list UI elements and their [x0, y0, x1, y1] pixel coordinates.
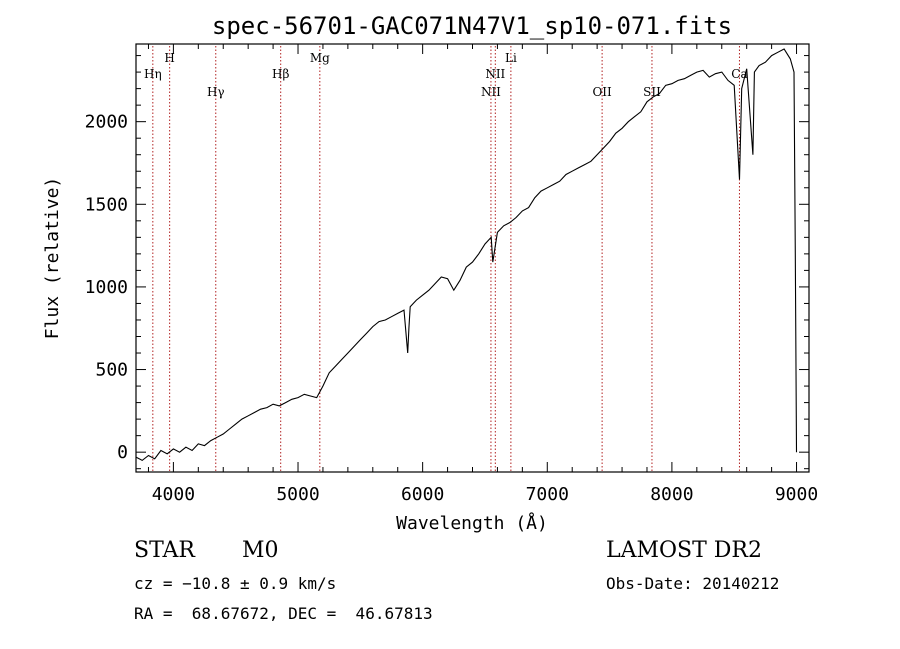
x-tick-label: 9000: [775, 484, 818, 505]
y-tick-label: 1500: [85, 194, 128, 215]
y-axis: 0 500 1000 1500 2000: [85, 55, 809, 470]
object-class: STAR: [134, 538, 195, 563]
spectrum-line: [135, 48, 798, 462]
redshift-velocity: cz = −10.8 ± 0.9 km/s: [134, 574, 337, 593]
spectral-line-label: OII: [592, 85, 612, 99]
y-axis-label: Flux (relative): [42, 177, 63, 340]
x-axis: 4000 5000 6000 7000 8000 9000: [147, 44, 818, 505]
spectral-line-label: SII: [643, 85, 661, 99]
x-tick-label: 5000: [276, 484, 319, 505]
survey-name: LAMOST DR2: [606, 538, 762, 563]
spectral-line-label: NII: [481, 85, 501, 99]
chart-title: spec-56701-GAC071N47V1_sp10-071.fits: [212, 12, 732, 40]
spectral-line-label: Li: [505, 51, 517, 65]
x-tick-label: 8000: [650, 484, 693, 505]
spectral-line-label: NII: [485, 67, 505, 81]
coordinates: RA = 68.67672, DEC = 46.67813: [134, 604, 433, 623]
observation-date: Obs-Date: 20140212: [606, 574, 780, 593]
spectral-line-label: Hβ: [272, 67, 289, 81]
y-tick-label: 500: [95, 360, 128, 381]
x-axis-label: Wavelength (Å): [396, 512, 548, 534]
spectral-line-label: Hγ: [207, 85, 225, 99]
plot-frame: [135, 43, 810, 473]
y-tick-label: 1000: [85, 277, 128, 298]
x-tick-label: 7000: [526, 484, 569, 505]
x-tick-label: 6000: [401, 484, 444, 505]
x-tick-label: 4000: [152, 484, 195, 505]
object-subclass: M0: [242, 538, 279, 563]
y-tick-label: 2000: [85, 112, 128, 133]
spectral-line-label: Ca: [731, 67, 747, 81]
spectral-line-label: Hη: [144, 67, 162, 81]
spectral-line-label: H: [164, 51, 174, 65]
y-tick-label: 0: [117, 442, 128, 463]
spectral-line-label: Mg: [310, 51, 330, 65]
